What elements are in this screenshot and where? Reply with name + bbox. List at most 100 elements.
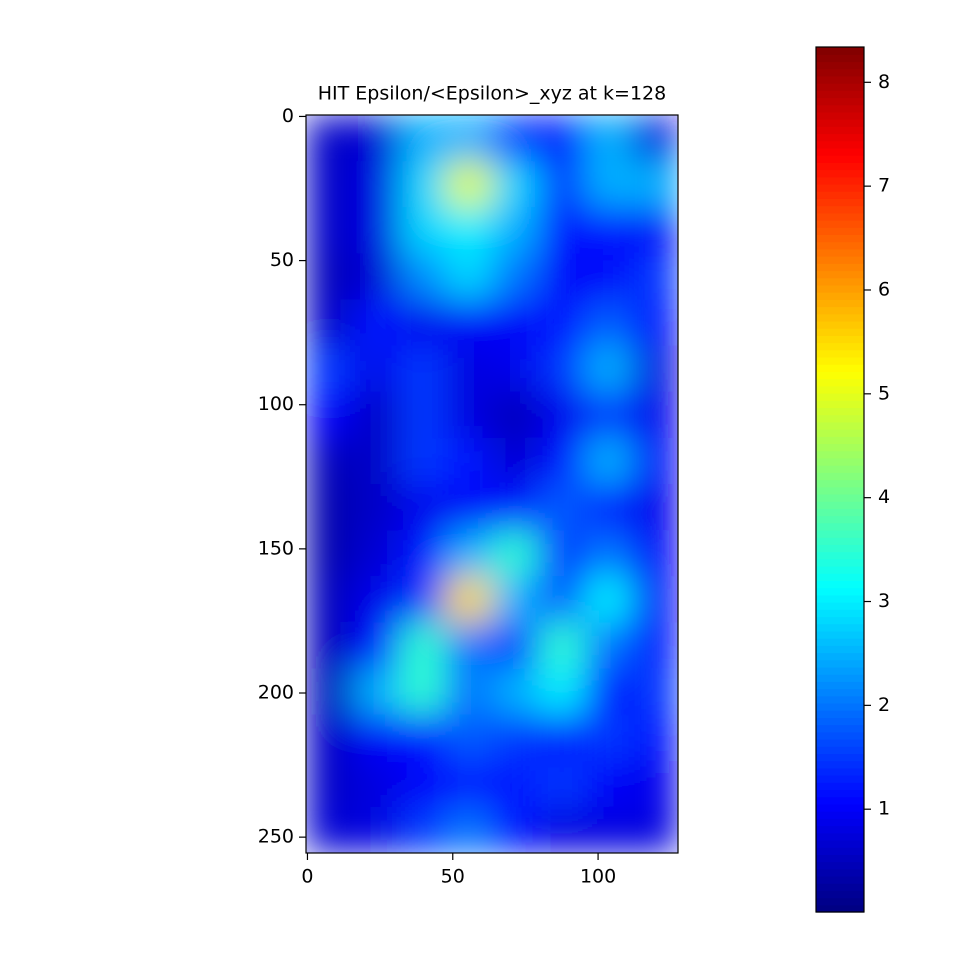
heatmap-cell	[445, 207, 493, 254]
heatmap-cell	[492, 161, 539, 208]
heatmap-cell	[399, 391, 446, 439]
colorbar-swatch	[816, 674, 864, 682]
colorbar-swatch	[816, 270, 864, 279]
colorbar-swatch	[816, 443, 864, 452]
colorbar-swatch	[816, 299, 864, 308]
colorbar-tick-label: 3	[878, 590, 890, 612]
heatmap-cell	[585, 622, 632, 669]
heatmap-cell	[538, 207, 586, 254]
colorbar-swatch	[816, 234, 864, 243]
heatmap-cell	[306, 576, 353, 623]
colorbar-swatch	[816, 623, 864, 632]
heatmap-cell	[585, 161, 632, 208]
heatmap-cell	[492, 576, 539, 623]
colorbar-swatch	[816, 522, 864, 531]
heatmap-cell	[399, 760, 446, 808]
colorbar-swatch	[816, 465, 864, 473]
colorbar-swatch	[816, 75, 864, 84]
heatmap-cell	[585, 530, 632, 577]
heatmap-cell	[492, 299, 539, 347]
heatmap-cell	[538, 530, 586, 577]
y-tick-label: 0	[282, 105, 294, 127]
colorbar-swatch	[816, 191, 864, 199]
colorbar-swatch	[816, 241, 864, 250]
colorbar-swatch	[816, 645, 864, 654]
colorbar-swatch	[816, 746, 864, 755]
heatmap-cell	[631, 115, 678, 162]
heatmap-cell	[492, 484, 539, 531]
colorbar-swatch	[816, 104, 864, 113]
chart-title: HIT Epsilon/<Epsilon>_xyz at k=128	[318, 83, 666, 105]
heatmap-cell	[585, 115, 632, 162]
colorbar-swatch	[816, 580, 864, 589]
heatmap-cell	[492, 714, 539, 762]
colorbar-swatch	[816, 587, 864, 596]
colorbar-swatch	[816, 594, 864, 603]
heatmap-cell	[399, 345, 446, 393]
heatmap-cell	[631, 714, 678, 762]
x-tick-label: 50	[441, 866, 465, 888]
colorbar-swatch	[816, 486, 864, 495]
colorbar-swatch	[816, 162, 864, 171]
heatmap-cell	[399, 299, 446, 347]
heatmap-cell	[399, 253, 446, 300]
colorbar-swatch	[816, 515, 864, 524]
colorbar-swatch	[816, 832, 864, 841]
heatmap-cell	[585, 484, 632, 531]
colorbar-swatch	[816, 775, 864, 783]
heatmap-cell	[306, 530, 353, 577]
heatmap-cell	[538, 760, 586, 808]
heatmap-cell	[445, 161, 493, 208]
heatmap-cell	[306, 806, 353, 853]
heatmap-cell	[445, 760, 493, 808]
heatmap-cell	[352, 115, 400, 162]
heatmap-cell	[352, 622, 400, 669]
colorbar-tick-label: 8	[878, 71, 890, 93]
colorbar-swatch	[816, 212, 864, 221]
heatmap-cell	[585, 207, 632, 254]
heatmap-cell	[538, 345, 586, 393]
heatmap-cell	[631, 622, 678, 669]
heatmap-cell	[585, 714, 632, 762]
colorbar-tick-label: 7	[878, 175, 890, 197]
colorbar-swatch	[816, 558, 864, 567]
colorbar-swatch	[816, 342, 864, 351]
heatmap-cell	[306, 253, 353, 300]
heatmap-cell	[585, 345, 632, 393]
y-tick-label: 250	[258, 826, 294, 848]
colorbar-swatch	[816, 61, 864, 70]
heatmap-cell	[306, 161, 353, 208]
heatmap-cell	[352, 668, 400, 716]
heatmap-cell	[306, 437, 353, 485]
colorbar-swatch	[816, 616, 864, 625]
colorbar-tick-label: 6	[878, 278, 890, 300]
colorbar-swatch	[816, 356, 864, 365]
heatmap-cell	[352, 161, 400, 208]
heatmap-cell	[352, 207, 400, 254]
heatmap-cell	[399, 161, 446, 208]
colorbar-swatch	[816, 176, 864, 185]
heatmap-cell	[492, 806, 539, 853]
heatmap-cell	[585, 437, 632, 485]
heatmap-cell	[306, 345, 353, 393]
colorbar-swatch	[816, 119, 864, 127]
colorbar-swatch	[816, 760, 864, 769]
colorbar-swatch	[816, 436, 864, 445]
heatmap-cell	[352, 391, 400, 439]
heatmap-cell	[352, 530, 400, 577]
colorbar-swatch	[816, 126, 864, 135]
heatmap-cell	[399, 484, 446, 531]
colorbar-tick-label: 4	[878, 486, 890, 508]
heatmap-cell	[352, 760, 400, 808]
colorbar-swatch	[816, 731, 864, 740]
colorbar-swatch	[816, 695, 864, 704]
heatmap-cell	[306, 760, 353, 808]
colorbar-swatch	[816, 421, 864, 430]
heatmap-cell	[399, 576, 446, 623]
axes: 0 50 100 0 50 100 150 200 250	[258, 105, 679, 888]
colorbar-swatch	[816, 371, 864, 380]
heatmap-cell	[585, 668, 632, 716]
colorbar-swatch	[816, 493, 864, 502]
heatmap-cell	[631, 484, 678, 531]
